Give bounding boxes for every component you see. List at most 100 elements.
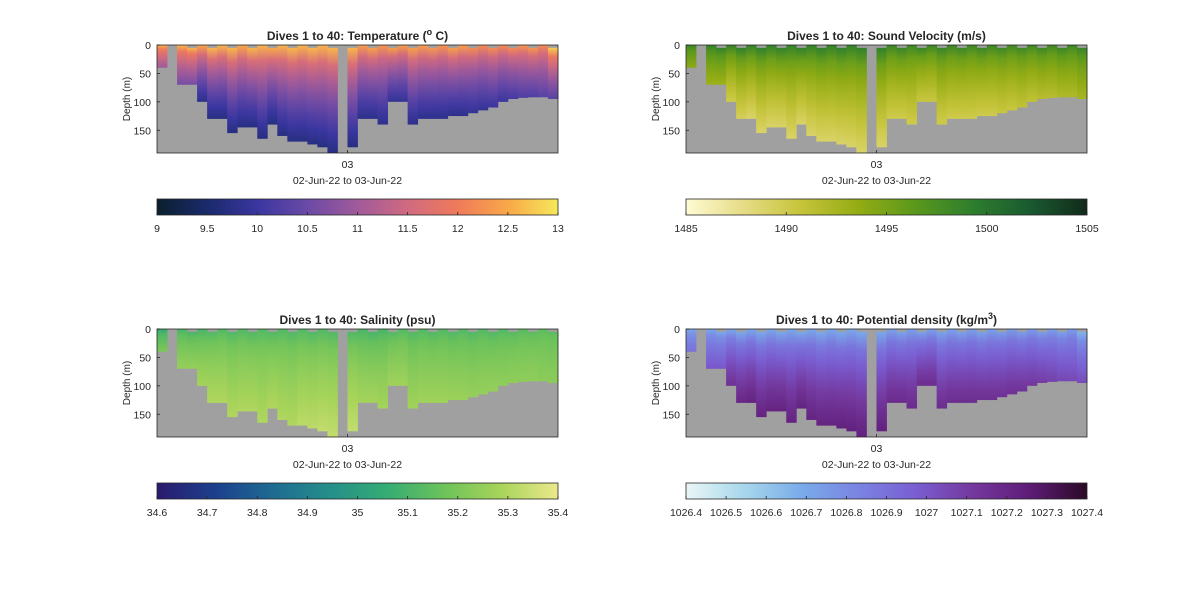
data-column [317, 45, 328, 148]
data-column [437, 45, 449, 119]
colorbar-tick-label: 35.4 [548, 507, 569, 519]
colorbar-tick-label: 1026.9 [870, 507, 902, 519]
data-column [996, 47, 1008, 114]
data-column [217, 329, 228, 403]
colorbar-tick-label: 1495 [875, 223, 899, 235]
data-column [716, 331, 727, 369]
data-column [746, 329, 757, 403]
data-column [936, 47, 948, 125]
x-axis-label: 02-Jun-22 to 03-Jun-22 [293, 459, 402, 471]
x-tick-label: 03 [342, 443, 354, 455]
data-column [946, 45, 958, 119]
data-column [1056, 331, 1068, 382]
data-column [786, 329, 797, 423]
data-column [826, 45, 837, 142]
data-column [157, 45, 168, 68]
data-column [946, 329, 958, 403]
colorbar-tick-label: 1026.5 [710, 507, 742, 519]
colorbar-tick-label: 1026.8 [830, 507, 862, 519]
colorbar-tick-label: 1027 [915, 507, 939, 519]
data-column [187, 47, 198, 85]
data-column [986, 329, 998, 401]
data-column [447, 331, 459, 401]
data-column [996, 331, 1008, 398]
data-column [477, 45, 489, 111]
x-axis-label: 02-Jun-22 to 03-Jun-22 [822, 459, 931, 471]
data-column [1036, 47, 1048, 99]
data-column [327, 331, 338, 437]
y-tick-label: 50 [668, 68, 680, 80]
data-column [1026, 45, 1038, 102]
plot-frame [685, 328, 1088, 438]
colorbar-tick-label: 35 [352, 507, 364, 519]
colorbar-tick-label: 34.9 [297, 507, 318, 519]
y-tick-label: 150 [133, 409, 151, 421]
data-column [756, 331, 767, 418]
data-column [267, 47, 278, 125]
data-column [906, 45, 917, 125]
data-column [796, 331, 807, 409]
data-column [387, 331, 399, 386]
y-tick-label: 100 [133, 381, 151, 393]
chart-title: Dives 1 to 40: Potential density (kg/m3) [776, 311, 997, 327]
colorbar-tick-label: 34.8 [247, 507, 268, 519]
data-column [686, 45, 697, 68]
y-tick-label: 0 [674, 324, 680, 336]
data-column [267, 331, 278, 409]
data-column [327, 47, 338, 154]
data-column [417, 45, 429, 119]
data-column [1046, 329, 1058, 382]
data-column [706, 329, 717, 369]
data-column [876, 47, 887, 148]
data-column [467, 331, 479, 398]
data-column [1006, 45, 1018, 111]
data-column [896, 331, 907, 403]
data-column [437, 329, 449, 403]
data-column [177, 329, 188, 369]
colorbar-tick-label: 35.3 [498, 507, 519, 519]
y-tick-label: 150 [662, 409, 680, 421]
colorbar-tick-label: 1027.2 [991, 507, 1023, 519]
data-column [277, 45, 288, 136]
data-column [956, 331, 968, 403]
y-tick-label: 150 [133, 125, 151, 137]
data-column [477, 329, 489, 395]
data-column [187, 331, 198, 369]
data-column [427, 331, 439, 403]
y-tick-label: 0 [674, 40, 680, 52]
title-text: Dives 1 to 40: Salinity (psu) [279, 313, 435, 327]
colorbar-tick-label: 1505 [1075, 223, 1099, 235]
colorbar-tick-label: 1026.7 [790, 507, 822, 519]
colorbar-tick-label: 12.5 [498, 223, 519, 235]
data-column [826, 329, 837, 426]
data-column [447, 47, 459, 117]
y-axis-label: Depth (m) [122, 361, 133, 405]
data-column [846, 329, 857, 432]
data-column [507, 47, 519, 99]
data-column [976, 331, 988, 401]
colorbar-tick-label: 1490 [775, 223, 799, 235]
data-column [427, 47, 439, 119]
data-column [257, 45, 268, 139]
data-column [846, 45, 857, 148]
colorbar-tick-label: 35.2 [448, 507, 469, 519]
y-tick-label: 100 [662, 97, 680, 109]
chart-title: Dives 1 to 40: Sound Velocity (m/s) [787, 29, 986, 43]
data-column [836, 331, 847, 429]
data-column [197, 329, 208, 386]
data-column [547, 331, 559, 383]
data-column [237, 329, 248, 412]
y-axis-label: Depth (m) [122, 77, 133, 121]
data-column [407, 47, 419, 125]
chart-title: Dives 1 to 40: Temperature (o C) [267, 27, 448, 43]
heatmap-cells [157, 329, 559, 437]
data-column [1066, 329, 1078, 382]
data-column [307, 331, 318, 429]
data-column [1016, 331, 1028, 392]
x-tick-label: 03 [871, 443, 883, 455]
x-tick-label: 03 [871, 159, 883, 171]
